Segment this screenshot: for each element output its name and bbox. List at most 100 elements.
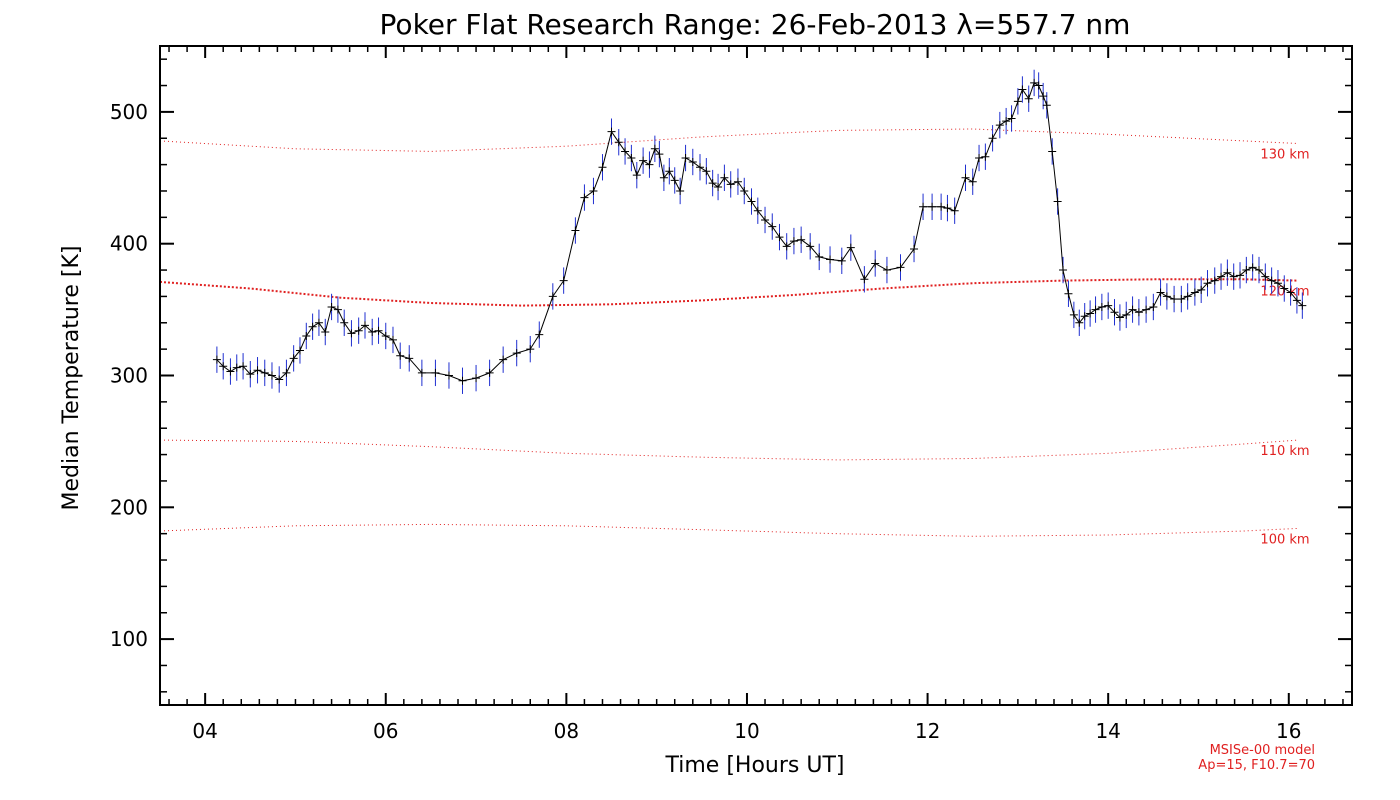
data-point [1104,301,1113,310]
data-point [860,275,869,284]
data-point [417,368,426,377]
data-point [405,354,414,363]
data-point [747,197,756,206]
data-point [1210,276,1219,285]
model-curve-label: 110 km [1260,444,1309,459]
data-point [975,154,984,163]
data-point [1286,288,1295,297]
data-point [444,371,453,380]
data-point [458,376,467,385]
data-point [1223,268,1232,277]
data-point [1091,305,1100,314]
plot-frame [159,45,1353,706]
data-point [871,259,880,268]
data-point [665,167,674,176]
y-axis-label: Median Temperature [K] [59,246,84,511]
y-tick-label: 100 [110,627,148,651]
data-point [670,176,679,185]
data-point [1048,147,1057,156]
y-tick-label: 400 [110,232,148,256]
data-point [295,346,304,355]
model-note: MSISe-00 model [1210,743,1315,758]
model-curve-100-km [159,523,1298,537]
data-point [1156,288,1165,297]
data-point [314,318,323,327]
data-point [775,233,784,242]
data-point [607,127,616,136]
data-point [826,255,835,264]
data-point [621,147,630,156]
data-point [1183,292,1192,301]
data-point [1053,197,1062,206]
data-point [797,235,806,244]
data-point [1267,276,1276,285]
data-point [1128,305,1137,314]
data-point [333,305,342,314]
model-note: Ap=15, F10.7=70 [1198,758,1315,773]
data-point [937,202,946,211]
data-point [512,349,521,358]
data-point [327,302,336,311]
data-point [1273,279,1282,288]
data-point [1042,101,1051,110]
data-point [388,335,397,344]
data-point [1069,310,1078,319]
data-point [968,177,977,186]
data-point [1059,266,1068,275]
data-point [627,154,636,163]
data-point [1039,92,1048,101]
data-point [472,374,481,383]
data-series [212,69,1307,394]
data-point [1298,301,1307,310]
data-point [246,370,255,379]
data-point [1024,94,1033,103]
data-point [720,173,729,182]
data-point [548,292,557,301]
data-point [431,368,440,377]
data-point [1149,302,1158,311]
data-point [260,368,269,377]
data-point [1190,288,1199,297]
data-point [837,256,846,265]
data-point [815,252,824,261]
data-point [1013,97,1022,106]
x-tick-label: 16 [1276,719,1301,743]
data-point [354,326,363,335]
data-point [1203,279,1212,288]
data-point [589,186,598,195]
data-point [396,351,405,360]
data-point [614,138,623,147]
data-point [726,180,735,189]
data-point [1018,85,1027,94]
data-point [676,186,685,195]
data-point [526,345,535,354]
data-point [702,167,711,176]
data-point [1110,308,1119,317]
data-point [239,362,248,371]
data-point [1197,285,1206,294]
data-point [267,371,276,380]
data-point [535,330,544,339]
data-point [1030,78,1039,87]
data-point [688,157,697,166]
data-point [988,134,997,143]
data-point [782,242,791,251]
data-point [1280,284,1289,293]
data-point [696,163,705,172]
model-curve-130-km [159,128,1298,152]
data-point [632,171,641,180]
data-point [1080,312,1089,321]
data-point [681,154,690,163]
data-point [846,243,855,252]
data-point [768,222,777,231]
data-point [639,156,648,165]
data-point [645,160,654,169]
data-point [740,186,749,195]
data-point [1002,117,1011,126]
data-point [1007,114,1016,123]
data-point [1261,272,1270,281]
data-point [226,367,235,376]
data-point [714,183,723,192]
data-point [308,322,317,331]
